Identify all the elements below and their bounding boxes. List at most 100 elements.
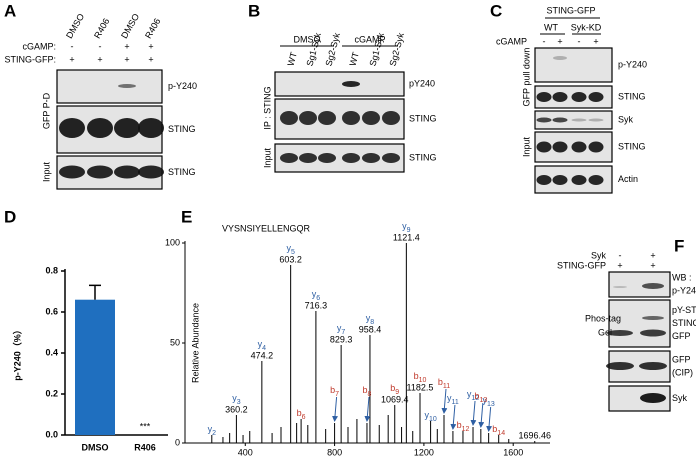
ion-letter: b	[330, 385, 335, 395]
panel-label: D	[4, 207, 16, 226]
blot-band	[552, 117, 568, 123]
ion-label: y6	[312, 289, 321, 301]
ion-index: 9	[407, 227, 411, 234]
ion-letter: y	[482, 395, 487, 405]
blot-label: p-Y240	[618, 59, 647, 69]
lane-label: WT	[286, 51, 299, 68]
section-label: Input	[521, 136, 531, 157]
x-tick-label: DMSO	[82, 442, 109, 452]
y-axis-label: Relative Abundance	[190, 303, 200, 383]
y-tick-label: 0.6	[45, 306, 58, 316]
blot-band	[640, 329, 666, 337]
blot-label: STING	[168, 124, 196, 134]
ion-index: 12	[462, 426, 470, 433]
blot-label: p-Y240	[672, 285, 696, 295]
annotation-arrow	[441, 388, 448, 414]
blot-band	[639, 362, 667, 370]
sign: +	[124, 54, 129, 64]
ion-index: 8	[370, 319, 374, 326]
lane-label: R406	[92, 17, 111, 41]
blot-band	[571, 118, 587, 122]
mz-label: 360.2	[225, 404, 248, 414]
ion-index: 11	[443, 383, 450, 390]
section-label: Input	[262, 147, 272, 168]
ion-label: b13	[474, 391, 487, 403]
sign: +	[124, 41, 129, 51]
blot-band	[552, 92, 568, 102]
mz-label: 603.2	[279, 254, 302, 264]
x-tick-label: 1200	[414, 447, 434, 457]
blot-band	[606, 362, 634, 370]
side-label: Phos-tag	[585, 313, 621, 323]
blot-band	[642, 316, 664, 320]
ion-label: y5	[286, 243, 295, 255]
ion-index: 14	[497, 430, 505, 437]
ion-letter: y	[424, 410, 429, 420]
y-tick-label: 0.8	[45, 265, 58, 275]
ion-index: 5	[291, 249, 295, 256]
blot-label: Actin	[618, 174, 638, 184]
group-label: Syk-KD	[571, 22, 602, 32]
group-label: WT	[544, 22, 558, 32]
chart-title: VYSNSIYELLENGQR	[222, 223, 311, 233]
section-label: GFP P-D	[41, 92, 51, 129]
ion-letter: y	[337, 323, 342, 333]
ion-letter: b	[474, 391, 479, 401]
blot-band	[280, 153, 298, 163]
panel-label: F	[674, 236, 684, 255]
ion-label: b10	[414, 371, 427, 383]
panel-label: B	[248, 1, 260, 20]
blot-band	[588, 92, 604, 102]
lane-label: R406	[143, 17, 162, 41]
mz-label: 1182.5	[407, 382, 434, 392]
blot-band	[613, 286, 627, 288]
ion-index: 7	[341, 329, 345, 336]
lane-label: WT	[348, 51, 361, 68]
blot-band	[342, 153, 360, 163]
ion-label: b7	[330, 385, 339, 397]
blot-band	[536, 175, 552, 185]
blot-band	[642, 283, 664, 289]
x-tick-label: 400	[238, 447, 253, 457]
sign: -	[99, 41, 102, 51]
ion-letter: y	[208, 424, 213, 434]
header-label: STING-GFP	[547, 5, 596, 15]
blot-band	[59, 118, 85, 138]
blot-band	[382, 111, 400, 125]
blot-band	[118, 84, 136, 88]
blot-membrane	[534, 110, 613, 130]
ion-index: 8	[368, 391, 372, 398]
y-tick-label: 0.4	[45, 347, 58, 357]
ion-index: 4	[262, 345, 266, 352]
blot-band	[382, 153, 400, 163]
ion-index: 6	[302, 414, 306, 421]
group-label: DMSO	[294, 34, 321, 44]
blot-band	[553, 56, 567, 60]
lane-label: DMSO	[64, 12, 86, 40]
ion-label: y2	[208, 424, 217, 436]
annotation-arrow	[486, 406, 493, 432]
sign: +	[97, 54, 102, 64]
ion-letter: b	[438, 377, 443, 387]
ion-label: y4	[258, 339, 267, 351]
blot-label: Syk	[618, 114, 634, 124]
ion-letter: y	[232, 393, 237, 403]
mz-label: 1121.4	[393, 232, 420, 242]
blot-membrane	[56, 69, 163, 104]
mz-label: 1696.46	[518, 430, 551, 440]
y-tick-label: 100	[165, 237, 180, 247]
blot-label: STING	[168, 167, 196, 177]
blot-band	[552, 175, 568, 185]
blot-band	[571, 92, 587, 102]
mz-label: 1069.4	[381, 394, 409, 404]
blot-band	[87, 118, 113, 138]
mz-label: 958.4	[359, 324, 382, 334]
ion-label: y13	[482, 395, 494, 407]
sign: +	[593, 36, 598, 46]
ion-index: 12	[471, 395, 479, 402]
sign: +	[557, 36, 562, 46]
blot-label: pY240	[409, 78, 435, 88]
blot-band	[588, 141, 604, 153]
panel-label: A	[4, 1, 16, 20]
